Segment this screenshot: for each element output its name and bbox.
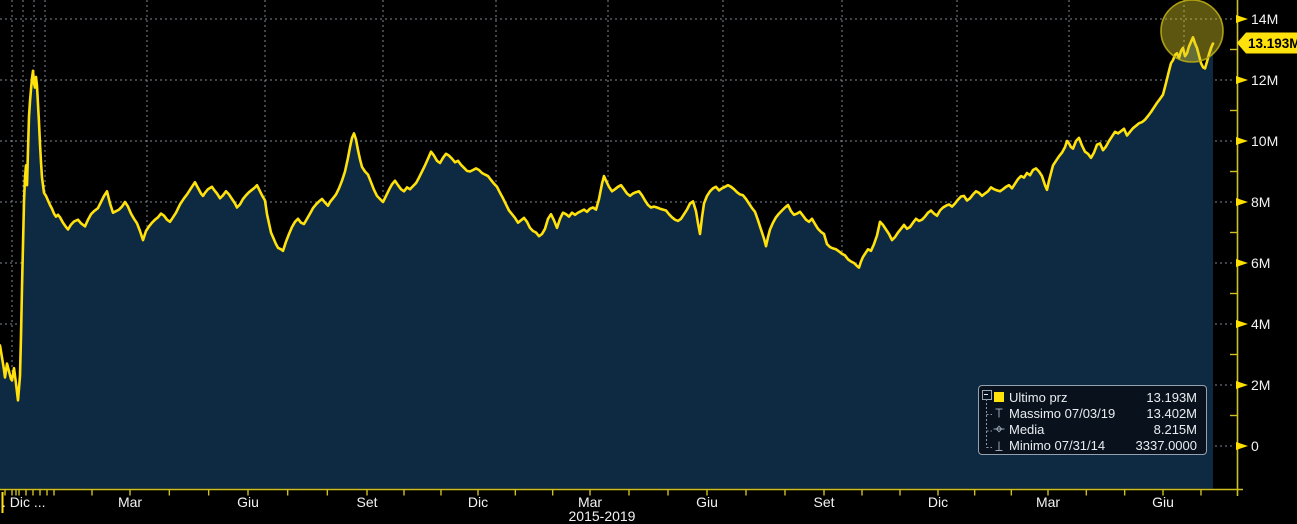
legend-row-massimo[interactable]: Massimo 07/03/19 13.402M [993,405,1197,421]
legend-box[interactable]: Ultimo prz 13.193M Massimo 07/03/19 13.402M… [978,385,1207,455]
legend-value: 13.402M [1146,405,1197,421]
y-axis-tick-label: 4M [1251,316,1270,332]
y-axis-labels: 0 2M 4M 6M 8M 10M 12M 14M [1230,11,1278,454]
x-axis-tick-label: Dic [467,494,489,510]
x-axis-tick-label: Mar [1035,494,1061,510]
legend-value: 13.193M [1146,389,1197,405]
y-tick-arrow-icon [1236,198,1248,206]
last-price-tag: 13.193M [1237,32,1297,54]
y-tick-arrow-icon [1236,76,1248,84]
highlight-circle-annotation[interactable] [1160,0,1224,63]
y-tick-arrow-icon [1236,15,1248,23]
price-line [0,36,1215,402]
legend-collapse-icon[interactable] [982,390,992,400]
x-axis-tick-label: Set [356,494,378,510]
legend-value: 8.215M [1153,421,1197,437]
y-tick-arrow-icon [1236,137,1248,145]
legend-value: 3337.0000 [1135,438,1197,454]
last-price-value: 13.193M [1248,36,1297,51]
legend-label: Media [1009,421,1045,437]
y-tick-arrow-icon [1236,259,1248,267]
x-axis-tick-label: Giu [696,494,718,510]
x-axis-tick-label: Dic [927,494,949,510]
y-tick-arrow-icon [1236,442,1248,450]
y-axis-tick-label: 10M [1251,133,1278,149]
x-axis-tick-label: . Dic ... [2,494,46,510]
legend-label: Ultimo prz [1009,389,1068,405]
legend-label: Massimo 07/03/19 [1009,405,1116,421]
x-axis-tick-label: Set [813,494,835,510]
legend-row-minimo[interactable]: Minimo 07/31/14 3337.0000 [993,438,1197,454]
legend-row-media[interactable]: Media 8.215M [993,421,1197,437]
series-swatch-icon [993,391,1009,403]
y-tick-arrow-icon [1236,381,1248,389]
y-tick-arrow-icon [1236,320,1248,328]
x-axis-period-label: 2015-2019 [568,508,636,524]
minimum-marker-icon [993,440,1009,452]
mean-marker-icon [993,423,1009,435]
y-axis-tick-label: 8M [1251,194,1270,210]
legend-row-ultimo[interactable]: Ultimo prz 13.193M [993,389,1197,405]
maximum-marker-icon [993,407,1009,419]
x-axis-tick-label: Giu [237,494,259,510]
x-axis-tick-label: Giu [1152,494,1174,510]
x-axis-tick-label: Mar [117,494,143,510]
x-axis-ticks [1,490,1202,513]
y-axis-tick-label: 12M [1251,72,1278,88]
y-axis-tick-label: 0 [1251,438,1259,454]
y-axis-tick-label: 2M [1251,377,1270,393]
y-axis-tick-label: 6M [1251,255,1270,271]
area-fill [0,37,1213,489]
y-axis-tick-label: 14M [1251,11,1278,27]
x-axis-tick-label: Mar [577,494,603,510]
legend-label: Minimo 07/31/14 [1009,438,1106,454]
